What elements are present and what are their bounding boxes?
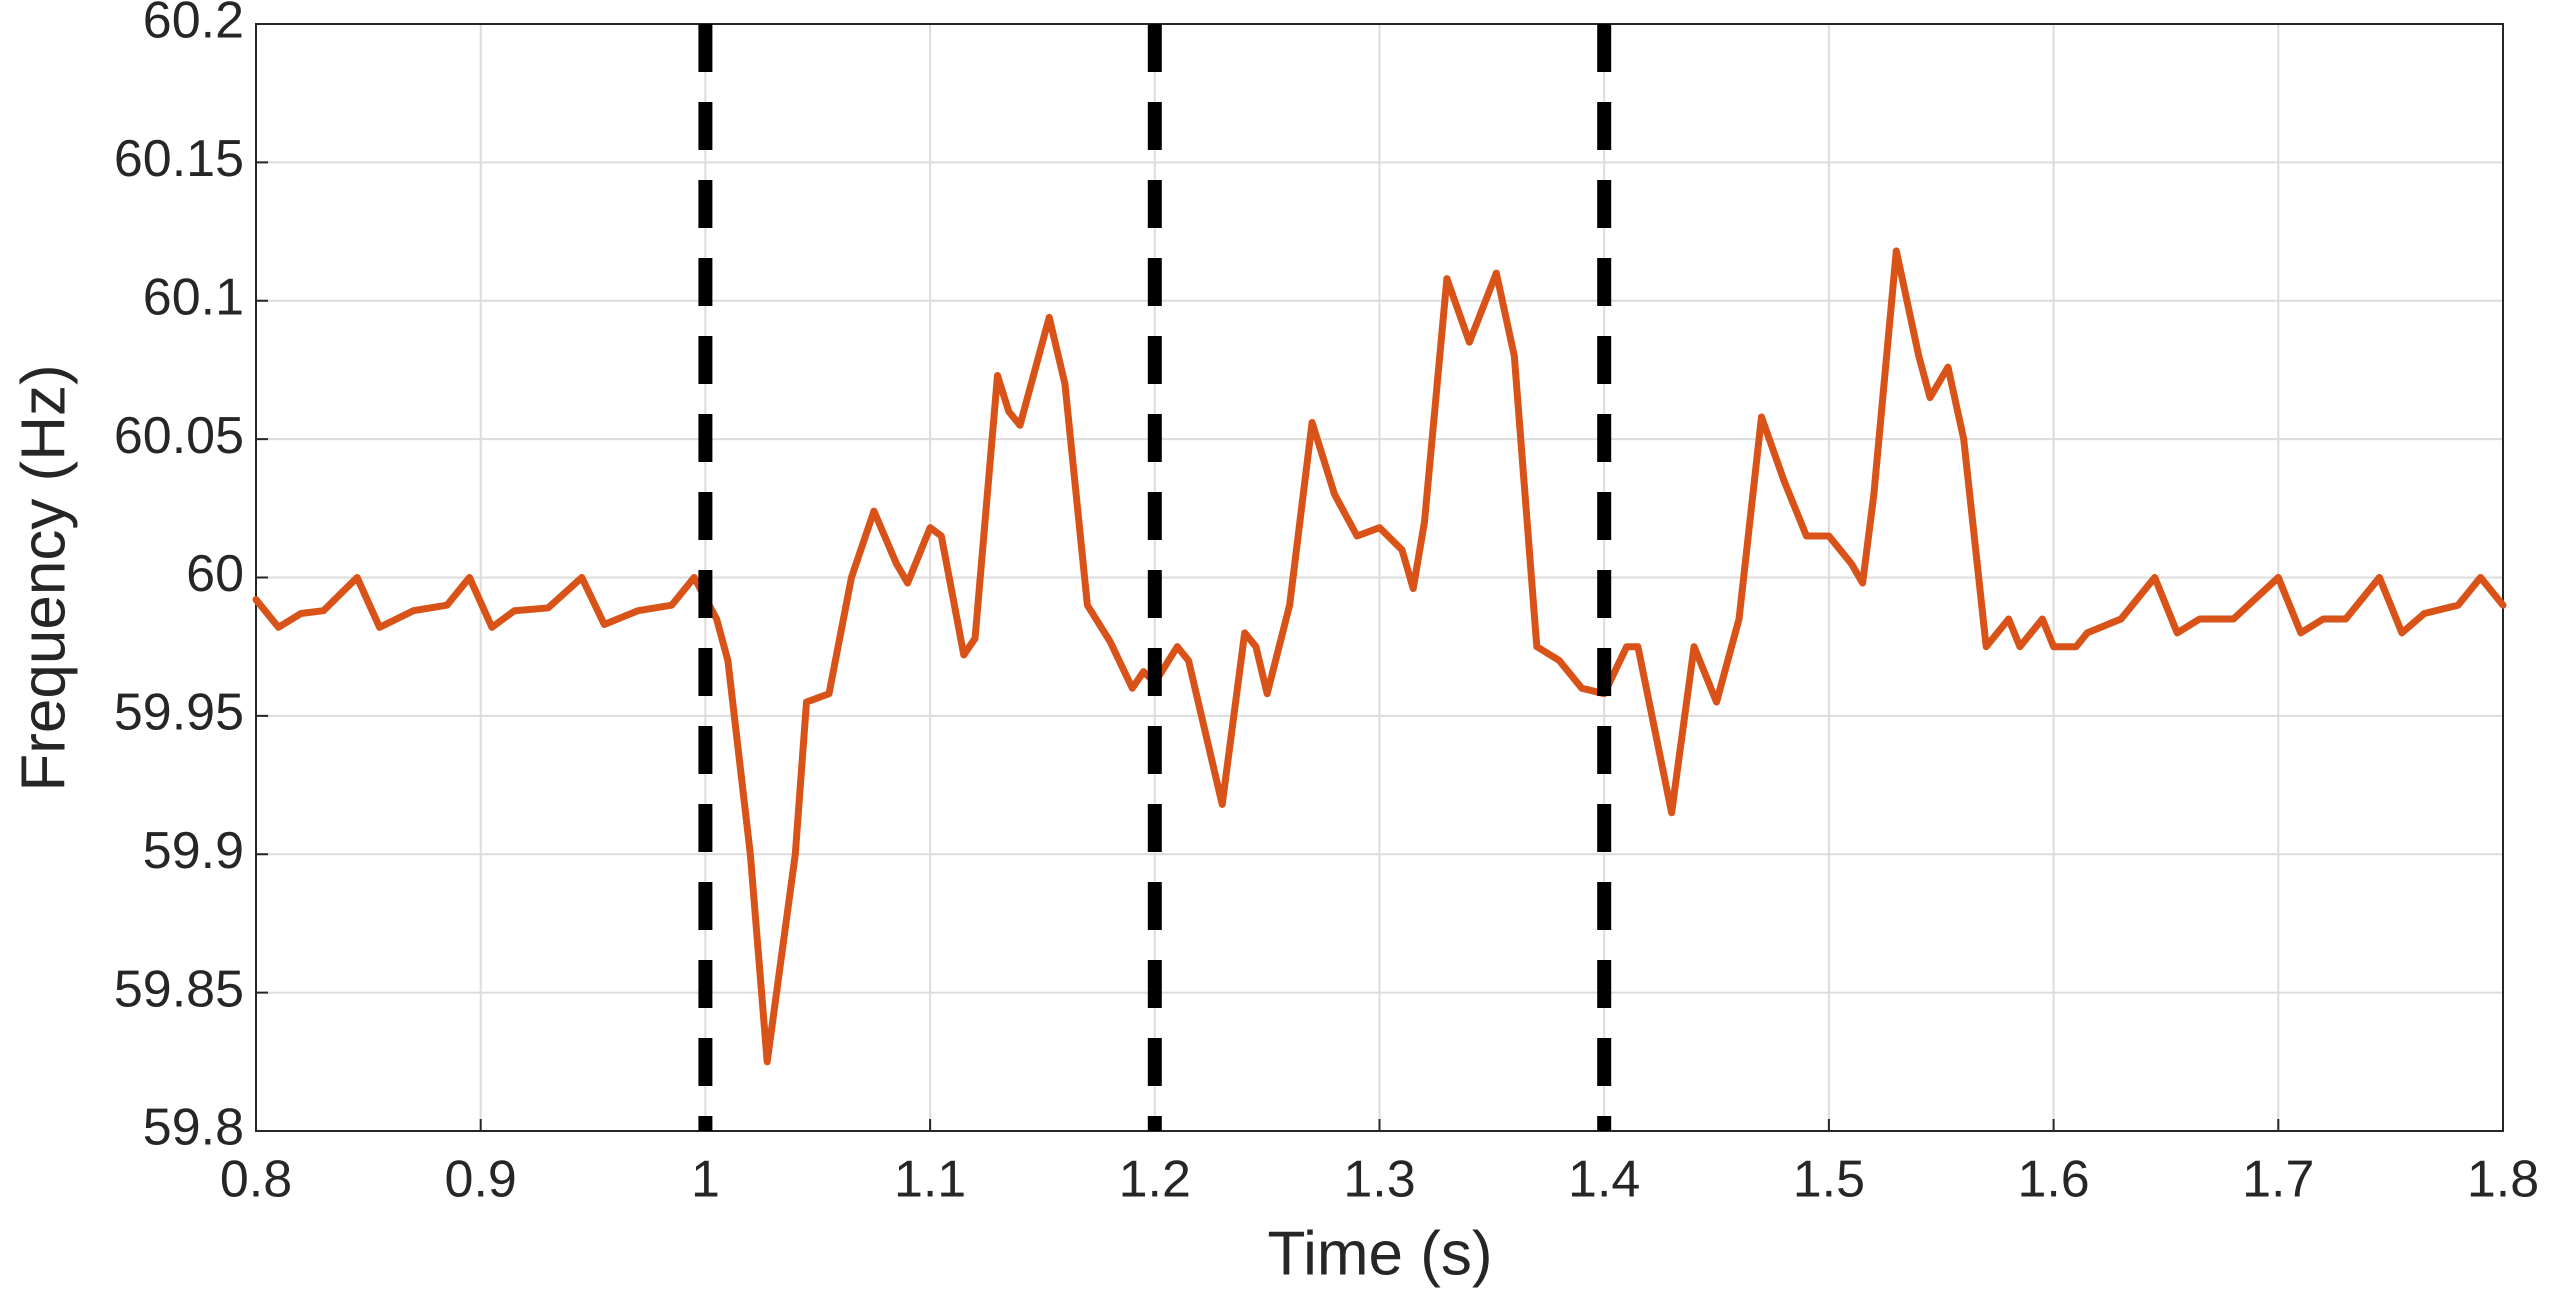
x-tick-label: 1.2	[1119, 1151, 1191, 1209]
y-tick-label: 60.05	[114, 407, 244, 465]
y-tick-label: 60.15	[114, 130, 244, 188]
data-line	[252, 247, 2507, 1066]
x-tick-label: 1.7	[2242, 1151, 2314, 1209]
x-tick-label: 1	[691, 1151, 720, 1209]
y-tick-label: 59.85	[114, 960, 244, 1018]
x-tick-label: 1.6	[2017, 1151, 2089, 1209]
y-tick-label: 59.95	[114, 684, 244, 742]
x-tick-label: 0.8	[220, 1151, 292, 1209]
y-tick-label: 59.8	[143, 1099, 244, 1157]
x-axis-label: Time (s)	[1268, 1219, 1493, 1288]
y-tick-label: 60.1	[143, 268, 244, 326]
plot-frame	[255, 23, 2504, 1132]
x-tick-label: 0.9	[445, 1151, 517, 1209]
x-tick-label: 1.4	[1568, 1151, 1640, 1209]
x-tick-label: 1.8	[2467, 1151, 2539, 1209]
y-tick-label: 59.9	[143, 822, 244, 880]
y-axis-label: Frequency (Hz)	[9, 364, 78, 791]
x-tick-label: 1.3	[1343, 1151, 1415, 1209]
x-tick-label: 1.5	[1793, 1151, 1865, 1209]
y-tick-label: 60.2	[143, 0, 244, 50]
y-tick-label: 60	[186, 545, 244, 603]
x-tick-label: 1.1	[894, 1151, 966, 1209]
